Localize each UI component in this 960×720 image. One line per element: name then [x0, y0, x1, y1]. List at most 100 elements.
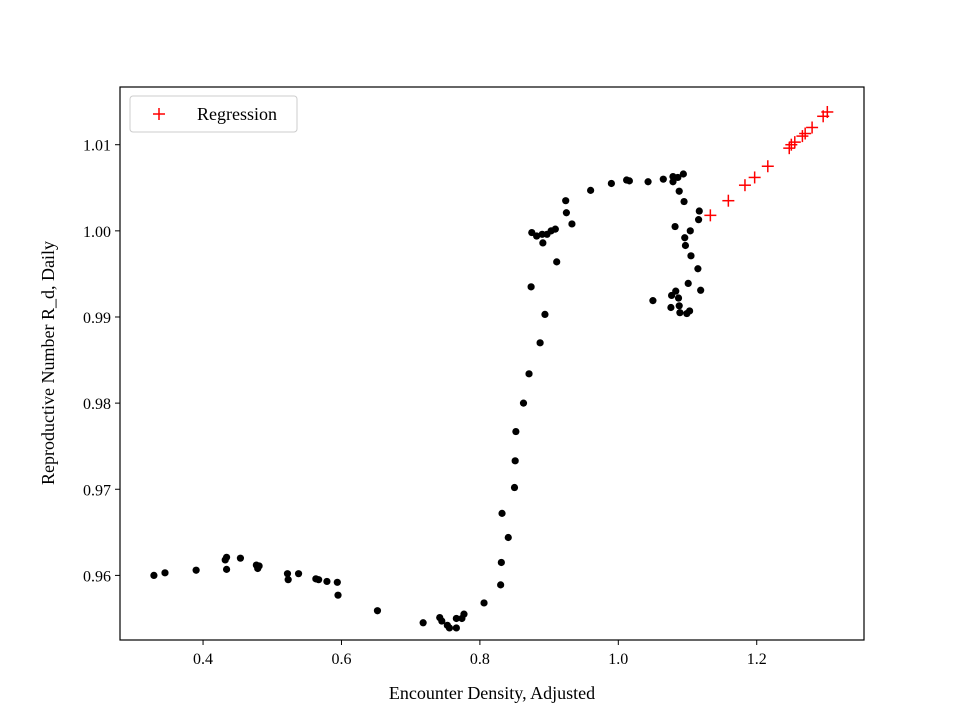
- observed-point: [510, 483, 519, 492]
- observed-point: [553, 258, 561, 266]
- observed-point: [674, 173, 682, 182]
- observed-point: [419, 619, 427, 627]
- observed-point: [497, 558, 505, 567]
- regression-point: [821, 105, 834, 118]
- observed-point: [679, 170, 687, 178]
- observed-point: [675, 302, 683, 310]
- legend-box: [129, 95, 298, 133]
- observed-point: [681, 241, 690, 250]
- observed-point: [695, 207, 703, 215]
- observed-point: [222, 553, 231, 561]
- legend-marker-regression: [153, 108, 165, 120]
- regression-point: [799, 127, 812, 140]
- data-points: [150, 105, 834, 632]
- observed-point: [511, 457, 519, 465]
- observed-point: [607, 179, 615, 188]
- legend: Regression: [129, 95, 298, 133]
- observed-point: [649, 297, 657, 305]
- observed-point: [222, 565, 231, 573]
- observed-point: [681, 234, 689, 242]
- regression-point: [748, 171, 761, 184]
- regression-point: [722, 194, 735, 207]
- y-tick-label: 0.97: [83, 482, 111, 499]
- x-axis-title: Encounter Density, Adjusted: [389, 683, 595, 703]
- y-axis-title: Reproductive Number R_d, Daily: [38, 241, 58, 485]
- plot-area: [120, 87, 864, 640]
- observed-point: [685, 307, 694, 315]
- observed-point: [694, 216, 703, 224]
- observed-point: [438, 617, 446, 625]
- x-tick-label: 0.8: [470, 651, 490, 668]
- regression-point: [761, 160, 774, 173]
- observed-point: [533, 232, 541, 240]
- plot-frame: [119, 86, 865, 641]
- observed-point: [562, 209, 571, 217]
- observed-point: [498, 509, 506, 517]
- observed-point: [676, 309, 684, 317]
- observed-point: [192, 566, 200, 574]
- y-tick-label: 1.01: [83, 138, 111, 155]
- observed-point: [527, 283, 535, 291]
- regression-point: [788, 136, 801, 149]
- x-tick-label: 1.0: [608, 651, 628, 668]
- observed-point: [445, 624, 454, 632]
- observed-point: [236, 554, 245, 562]
- y-tick-label: 1.00: [83, 224, 111, 241]
- observed-point: [334, 591, 342, 599]
- observed-point: [697, 286, 705, 294]
- observed-point: [539, 239, 547, 247]
- observed-point: [373, 607, 382, 615]
- observed-point: [541, 310, 549, 319]
- observed-point: [680, 197, 688, 206]
- x-axis-ticks: 0.4 0.6 0.8 1.0 1.2: [193, 640, 767, 668]
- regression-point: [796, 130, 809, 143]
- observed-point: [323, 577, 331, 586]
- observed-point: [284, 576, 292, 584]
- observed-point: [684, 279, 692, 287]
- observed-point: [283, 570, 292, 578]
- observed-point: [536, 339, 544, 347]
- observed-point: [480, 599, 488, 607]
- observed-point: [452, 624, 460, 632]
- observed-point: [625, 177, 633, 185]
- observed-point: [667, 303, 675, 312]
- observed-point: [512, 427, 520, 436]
- y-tick-label: 0.98: [83, 396, 111, 413]
- observed-point: [161, 569, 169, 577]
- y-tick-label: 0.99: [83, 310, 111, 327]
- observed-point: [694, 265, 702, 273]
- observed-point: [672, 287, 680, 295]
- observed-point: [659, 175, 667, 183]
- x-tick-label: 0.4: [193, 651, 213, 668]
- regression-point: [806, 121, 819, 134]
- y-axis-ticks: 0.96 0.97 0.98 0.99 1.00 1.01: [83, 138, 120, 585]
- observed-point: [686, 227, 694, 235]
- observed-point: [568, 220, 576, 228]
- observed-point: [525, 370, 533, 378]
- legend-label-regression: Regression: [197, 104, 277, 124]
- observed-point: [255, 562, 263, 570]
- observed-point: [551, 225, 559, 233]
- observed-point: [669, 178, 677, 186]
- regression-point: [738, 179, 751, 192]
- observed-point: [675, 187, 683, 195]
- observed-point: [671, 222, 679, 231]
- observed-point: [674, 294, 683, 302]
- observed-point: [497, 581, 505, 589]
- observed-point: [315, 576, 323, 584]
- observed-point: [452, 614, 460, 623]
- observed-point: [687, 252, 695, 260]
- observed-point: [460, 610, 468, 618]
- observed-point: [294, 570, 303, 578]
- observed-point: [504, 533, 512, 542]
- observed-point: [587, 186, 595, 194]
- x-tick-label: 0.6: [331, 651, 351, 668]
- observed-point: [150, 571, 158, 579]
- regression-point: [704, 209, 717, 222]
- x-tick-label: 1.2: [747, 651, 767, 668]
- y-tick-label: 0.96: [83, 568, 111, 585]
- observed-point: [519, 399, 528, 407]
- observed-point: [333, 578, 341, 586]
- observed-point: [644, 178, 652, 186]
